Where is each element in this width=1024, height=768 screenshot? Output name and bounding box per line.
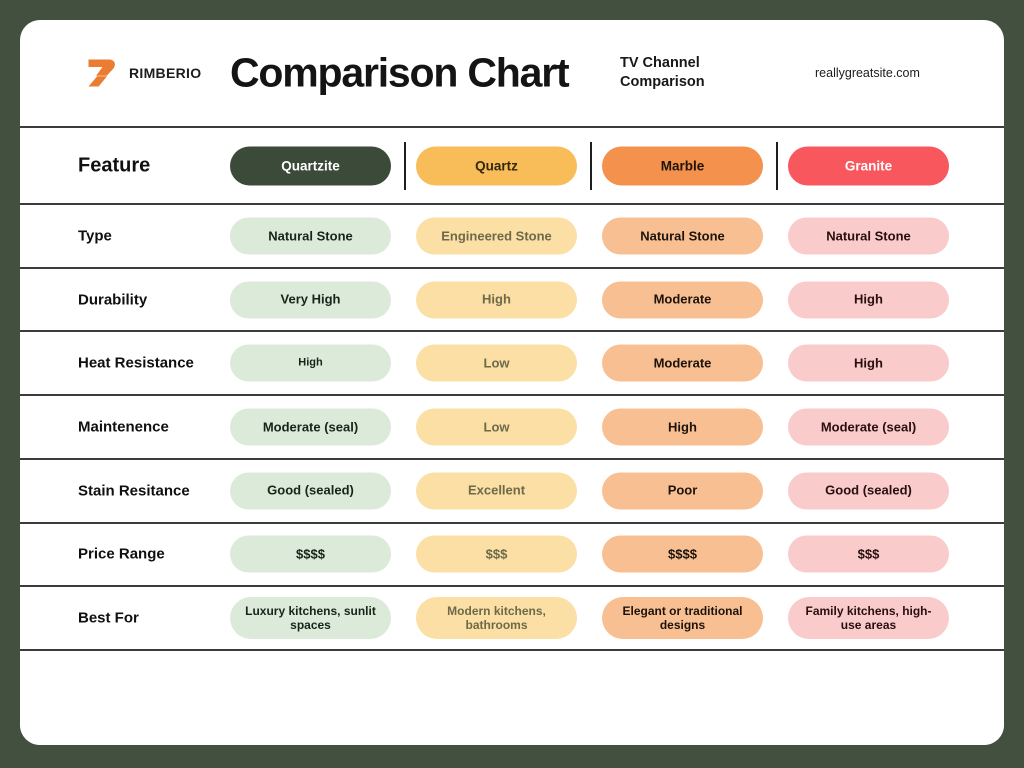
- cell-pill: Moderate (seal): [230, 408, 391, 446]
- cell-pill: Family kitchens, high-use areas: [788, 597, 949, 640]
- cell-pill: Good (sealed): [230, 472, 391, 510]
- row-feature-label: Best For: [78, 609, 139, 627]
- website-text: reallygreatsite.com: [815, 66, 920, 80]
- header: RIMBERIO Comparison Chart TV Channel Com…: [20, 20, 1004, 126]
- table-row: Type Natural Stone Engineered Stone Natu…: [20, 203, 1004, 267]
- cell-pill: Natural Stone: [602, 217, 763, 255]
- brand: RIMBERIO: [84, 55, 201, 91]
- table-row: Stain Resitance Good (sealed) Excellent …: [20, 457, 1004, 522]
- cell-pill: High: [788, 344, 949, 382]
- brand-name: RIMBERIO: [129, 65, 202, 81]
- cell-pill: Moderate: [602, 281, 763, 319]
- cell-pill: High: [602, 408, 763, 446]
- column-separator: [776, 142, 778, 190]
- page-subtitle: TV Channel Comparison: [620, 55, 705, 90]
- table-row: Maintenence Moderate (seal) Low High Mod…: [20, 394, 1004, 458]
- cell-pill: Low: [416, 408, 577, 446]
- cell-pill: Excellent: [416, 472, 577, 510]
- row-feature-label: Durability: [78, 290, 148, 308]
- table-row: Heat Resistance High Low Moderate High: [20, 330, 1004, 394]
- feature-column-header: Feature: [78, 154, 151, 176]
- column-header-granite: Granite: [788, 146, 949, 185]
- table-row: Best For Luxury kitchens, sunlit spaces …: [20, 585, 1004, 649]
- column-header-row: Feature Quartzite Quartz Marble Granite: [20, 128, 1004, 203]
- cell-pill: High: [788, 281, 949, 319]
- column-header-marble: Marble: [602, 146, 763, 185]
- bottom-spacer: [20, 651, 1004, 745]
- column-header-quartzite: Quartzite: [230, 146, 391, 185]
- column-separator: [590, 142, 592, 190]
- cell-pill: Moderate: [602, 344, 763, 382]
- cell-pill: Natural Stone: [230, 217, 391, 255]
- cell-pill: High: [416, 281, 577, 319]
- cell-pill: Engineered Stone: [416, 217, 577, 255]
- row-feature-label: Price Range: [78, 545, 165, 563]
- column-header-quartz: Quartz: [416, 146, 577, 185]
- row-feature-label: Stain Resitance: [78, 481, 190, 499]
- cell-pill: Natural Stone: [788, 217, 949, 255]
- row-feature-label: Heat Resistance: [78, 354, 194, 372]
- cell-pill: Moderate (seal): [788, 408, 949, 446]
- row-feature-label: Maintenence: [78, 418, 169, 436]
- page-title: Comparison Chart: [230, 49, 570, 96]
- table-row: Durability Very High High Moderate High: [20, 266, 1004, 331]
- column-separator: [404, 142, 406, 190]
- cell-pill: Modern kitchens, bathrooms: [416, 597, 577, 640]
- cell-pill: $$$: [416, 535, 577, 573]
- cell-pill: $$$: [788, 535, 949, 573]
- table-row: Price Range $$$$ $$$ $$$$ $$$: [20, 521, 1004, 586]
- cell-pill: Poor: [602, 472, 763, 510]
- table-body: Type Natural Stone Engineered Stone Natu…: [20, 203, 1004, 651]
- comparison-card: RIMBERIO Comparison Chart TV Channel Com…: [20, 20, 1004, 745]
- row-feature-label: Type: [78, 227, 112, 245]
- rimberio-logo-icon: [84, 55, 120, 91]
- cell-pill: Luxury kitchens, sunlit spaces: [230, 597, 391, 640]
- cell-pill: Elegant or traditional designs: [602, 597, 763, 640]
- cell-pill: Very High: [230, 281, 391, 319]
- cell-pill: Good (sealed): [788, 472, 949, 510]
- cell-pill: High: [230, 344, 391, 382]
- cell-pill: $$$$: [602, 535, 763, 573]
- cell-pill: $$$$: [230, 535, 391, 573]
- header-divider: [20, 126, 1004, 128]
- cell-pill: Low: [416, 344, 577, 382]
